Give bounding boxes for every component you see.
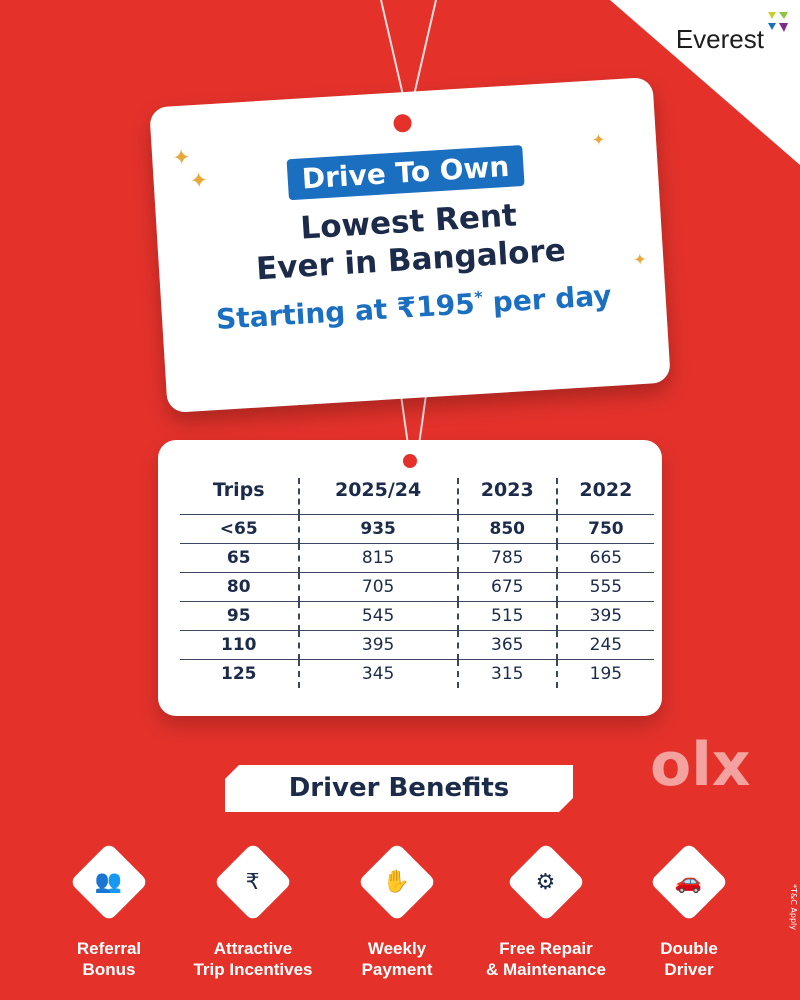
table-row: <65 935 850 750 <box>180 513 654 543</box>
benefit-label: Weekly <box>367 939 427 958</box>
sparkle-icon: ✦ <box>171 145 192 172</box>
price-prefix: Starting at ₹195 <box>215 287 476 336</box>
table-cell: 555 <box>555 571 654 601</box>
rent-table-card: Trips 2025/24 2023 2022 <65 935 850 750 65 8… <box>158 440 662 716</box>
table-cell: 815 <box>297 542 458 572</box>
terms-footnote: *T&C Apply <box>789 884 798 930</box>
benefit-incentives: ₹ Attractive Trip Incentives <box>180 840 326 980</box>
olx-watermark: olx <box>650 730 751 800</box>
benefit-label: Driver <box>664 960 714 979</box>
benefit-weekly-payment: ✋ Weekly Payment <box>324 840 470 980</box>
price-suffix: per day <box>481 278 613 320</box>
benefit-referral: 👥 Referral Bonus <box>36 840 182 980</box>
table-cell: 345 <box>297 658 458 688</box>
header-trips: Trips <box>212 478 265 501</box>
table-cell: 515 <box>456 600 557 630</box>
table-row: 125 345 315 195 <box>180 658 654 688</box>
rupee-hands-icon: ₹ <box>246 869 260 895</box>
benefit-badge: ⚙ <box>506 842 586 922</box>
benefit-badge: ✋ <box>357 842 437 922</box>
benefit-label: Bonus <box>82 960 136 979</box>
table-cell: 195 <box>555 658 654 688</box>
table-cell: 545 <box>297 600 458 630</box>
table-cell: 785 <box>456 542 557 572</box>
benefit-label: Free Repair <box>499 939 593 958</box>
table-row: 80 705 675 555 <box>180 571 654 601</box>
sparkle-icon: ✦ <box>591 129 606 150</box>
driver-benefits-title: Driver Benefits <box>225 765 573 812</box>
table-cell: 850 <box>456 513 557 543</box>
table-cell: 935 <box>297 513 458 543</box>
everest-logo: Everest <box>675 24 764 54</box>
table-cell: 110 <box>180 629 299 659</box>
benefit-double-driver: 🚗 Double Driver <box>616 840 762 980</box>
drive-to-own-tag: Drive To Own <box>286 144 525 201</box>
table-cell: 245 <box>555 629 654 659</box>
payment-icon: ✋ <box>383 869 411 895</box>
header-2022: 2022 <box>555 478 654 514</box>
table-header: Trips 2025/24 2023 2022 <box>180 478 654 514</box>
benefit-label: Trip Incentives <box>193 960 313 979</box>
benefit-label: Payment <box>361 960 433 979</box>
tools-icon: ⚙ <box>536 869 556 895</box>
sparkle-icon: ✦ <box>632 249 648 270</box>
table-cell: 80 <box>180 571 299 601</box>
card-hole <box>393 113 413 133</box>
table-cell: 65 <box>180 542 299 572</box>
table-row: 110 395 365 245 <box>180 629 654 659</box>
table-cell: 365 <box>456 629 557 659</box>
logo-mark-icon <box>768 12 788 32</box>
table-cell: 315 <box>456 658 557 688</box>
header-2025-24: 2025/24 <box>297 478 458 514</box>
promo-card: Drive To Own Lowest Rent Ever in Bangalo… <box>149 76 671 414</box>
table-cell: <65 <box>180 513 299 543</box>
sparkle-icon: ✦ <box>188 168 209 195</box>
table-row: 65 815 785 665 <box>180 542 654 572</box>
table-cell: 705 <box>297 571 458 601</box>
card-hole <box>403 454 417 468</box>
table-cell: 675 <box>456 571 557 601</box>
benefit-badge: 👥 <box>69 842 149 922</box>
table-cell: 125 <box>180 658 299 688</box>
two-drivers-icon: 🚗 <box>675 869 703 895</box>
table-cell: 665 <box>555 542 654 572</box>
benefit-repair: ⚙ Free Repair & Maintenance <box>473 840 619 980</box>
header-2023: 2023 <box>456 478 557 514</box>
benefit-label: & Maintenance <box>486 960 606 979</box>
table-cell: 395 <box>555 600 654 630</box>
benefit-label: Attractive <box>213 939 293 958</box>
table-row: 95 545 515 395 <box>180 600 654 630</box>
rent-table: Trips 2025/24 2023 2022 <65 935 850 750 65 8… <box>180 478 654 688</box>
table-cell: 395 <box>297 629 458 659</box>
table-cell: 95 <box>180 600 299 630</box>
referral-icon: 👥 <box>95 869 123 895</box>
benefit-label: Referral <box>76 939 142 958</box>
benefit-badge: 🚗 <box>649 842 729 922</box>
table-cell: 750 <box>555 513 654 543</box>
benefit-label: Double <box>660 939 718 958</box>
benefit-badge: ₹ <box>213 842 293 922</box>
